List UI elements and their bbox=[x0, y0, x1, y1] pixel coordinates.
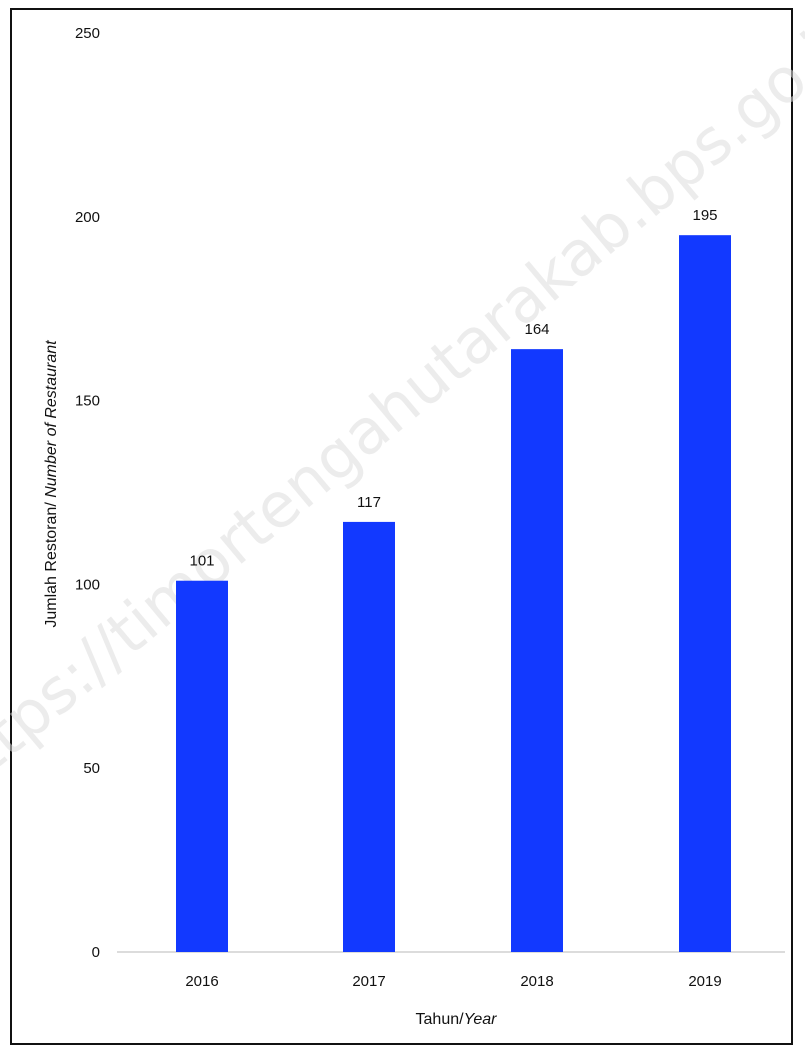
bar-2016 bbox=[176, 580, 228, 952]
y-tick-label: 100 bbox=[75, 576, 100, 593]
x-tick-label: 2016 bbox=[185, 973, 218, 990]
y-axis-title: Jumlah Restoran/ Number of Restaurant bbox=[43, 340, 60, 628]
chart-frame bbox=[10, 8, 793, 1045]
data-label-2019: 195 bbox=[692, 207, 717, 224]
data-labels: 101 117 164 195 bbox=[189, 207, 717, 570]
x-axis-ticks: 2016 2017 2018 2019 bbox=[185, 973, 721, 990]
bars bbox=[176, 235, 731, 952]
bar-2018 bbox=[511, 349, 563, 952]
x-tick-label: 2018 bbox=[520, 973, 553, 990]
y-tick-label: 50 bbox=[83, 760, 100, 777]
bar-2019 bbox=[679, 235, 731, 952]
data-label-2017: 117 bbox=[357, 494, 381, 511]
x-tick-label: 2017 bbox=[352, 973, 385, 990]
data-label-2016: 101 bbox=[189, 553, 214, 570]
y-tick-label: 150 bbox=[75, 393, 100, 410]
y-tick-label: 200 bbox=[75, 209, 100, 226]
x-axis-title: Tahun/Year bbox=[416, 1011, 498, 1028]
x-tick-label: 2019 bbox=[688, 973, 721, 990]
bar-2017 bbox=[343, 521, 395, 952]
y-tick-label: 250 bbox=[75, 25, 100, 42]
y-tick-label: 0 bbox=[92, 944, 100, 961]
data-label-2018: 164 bbox=[524, 321, 549, 338]
y-axis-ticks: 0 50 100 150 200 250 bbox=[75, 25, 100, 961]
